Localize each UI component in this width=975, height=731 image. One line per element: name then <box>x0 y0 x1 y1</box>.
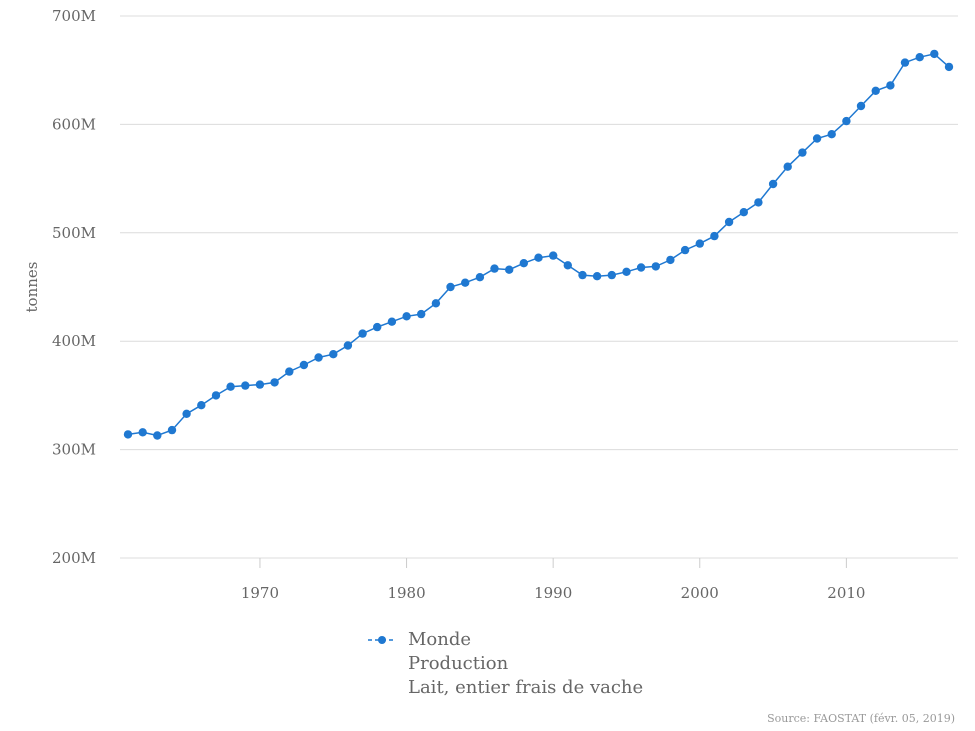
data-point[interactable] <box>798 148 807 157</box>
data-point[interactable] <box>900 58 910 67</box>
legend-item: Lait, entier frais de vache <box>408 677 644 698</box>
data-point[interactable] <box>768 179 778 189</box>
source-note: Source: FAOSTAT (févr. 05, 2019) <box>767 712 955 725</box>
y-tick-label: 200M <box>52 549 96 567</box>
data-point[interactable] <box>666 255 675 265</box>
data-point[interactable] <box>651 262 660 271</box>
data-point[interactable] <box>739 208 748 217</box>
data-point[interactable] <box>373 322 382 332</box>
data-point[interactable] <box>387 317 397 326</box>
data-point[interactable] <box>592 272 602 281</box>
data-point[interactable] <box>710 231 719 241</box>
data-point[interactable] <box>182 409 191 418</box>
data-point[interactable] <box>680 245 690 255</box>
legend-line-marker-icon <box>368 636 396 644</box>
x-tick-label: 1970 <box>241 584 279 602</box>
data-point[interactable] <box>402 312 411 321</box>
data-point[interactable] <box>695 239 704 248</box>
data-point[interactable] <box>930 49 939 59</box>
y-tick-label: 400M <box>52 332 96 350</box>
data-point[interactable] <box>944 62 954 72</box>
data-point[interactable] <box>724 217 734 227</box>
data-point[interactable] <box>358 329 367 338</box>
data-point[interactable] <box>314 353 323 362</box>
y-tick-label: 300M <box>52 441 96 459</box>
data-point[interactable] <box>856 101 866 111</box>
y-axis-ticks: 200M 300M 400M 500M 600M 700M <box>52 7 96 567</box>
data-point[interactable] <box>446 282 455 292</box>
data-point[interactable] <box>563 261 572 270</box>
data-point[interactable] <box>461 278 470 287</box>
data-point[interactable] <box>417 309 426 319</box>
y-axis-label: tonnes <box>23 262 41 313</box>
data-point[interactable] <box>505 265 514 274</box>
data-point[interactable] <box>255 380 265 389</box>
legend-labels: Monde Production Lait, entier frais de v… <box>408 628 643 700</box>
data-point[interactable] <box>226 382 235 391</box>
data-point[interactable] <box>138 428 147 437</box>
data-point[interactable] <box>636 263 646 272</box>
data-point[interactable] <box>431 299 441 308</box>
data-point[interactable] <box>211 391 221 400</box>
x-tick-label: 1980 <box>387 584 425 602</box>
data-point[interactable] <box>534 253 543 262</box>
data-point[interactable] <box>549 251 558 260</box>
legend[interactable]: Monde Production Lait, entier frais de v… <box>366 628 643 700</box>
data-point[interactable] <box>886 81 895 90</box>
data-point[interactable] <box>153 431 162 440</box>
data-point[interactable] <box>622 267 631 276</box>
data-point[interactable] <box>812 134 822 143</box>
data-point[interactable] <box>578 270 587 280</box>
data-point[interactable] <box>270 378 279 387</box>
x-tick-label: 2010 <box>827 584 865 602</box>
series-monde <box>123 49 954 440</box>
data-point[interactable] <box>490 264 499 273</box>
data-point[interactable] <box>607 270 616 280</box>
data-point[interactable] <box>167 425 177 435</box>
y-tick-label: 600M <box>52 115 96 133</box>
data-point[interactable] <box>197 401 206 410</box>
legend-area: Monde <box>408 629 472 650</box>
data-point[interactable] <box>123 430 133 439</box>
data-point[interactable] <box>754 198 763 207</box>
data-point[interactable] <box>475 273 485 282</box>
x-axis-ticks: 1970 1980 1990 2000 2010 <box>241 558 865 602</box>
data-point[interactable] <box>241 381 250 390</box>
line-chart: 200M 300M 400M 500M 600M 700M 1970 1980 1990 200… <box>23 7 958 602</box>
legend-element: Production <box>408 653 509 674</box>
data-point[interactable] <box>519 259 528 268</box>
x-tick-label: 1990 <box>534 584 572 602</box>
y-tick-label: 500M <box>52 224 96 242</box>
data-point[interactable] <box>915 53 924 62</box>
data-point[interactable] <box>343 341 353 350</box>
x-tick-label: 2000 <box>681 584 719 602</box>
data-point[interactable] <box>842 116 851 126</box>
data-point[interactable] <box>783 162 792 171</box>
data-point[interactable] <box>299 360 309 370</box>
data-point[interactable] <box>285 367 294 376</box>
data-point[interactable] <box>871 86 880 96</box>
gridlines <box>120 15 958 559</box>
data-point[interactable] <box>329 350 338 359</box>
data-point[interactable] <box>827 130 836 139</box>
series-line <box>127 53 950 437</box>
y-tick-label: 700M <box>52 7 96 25</box>
